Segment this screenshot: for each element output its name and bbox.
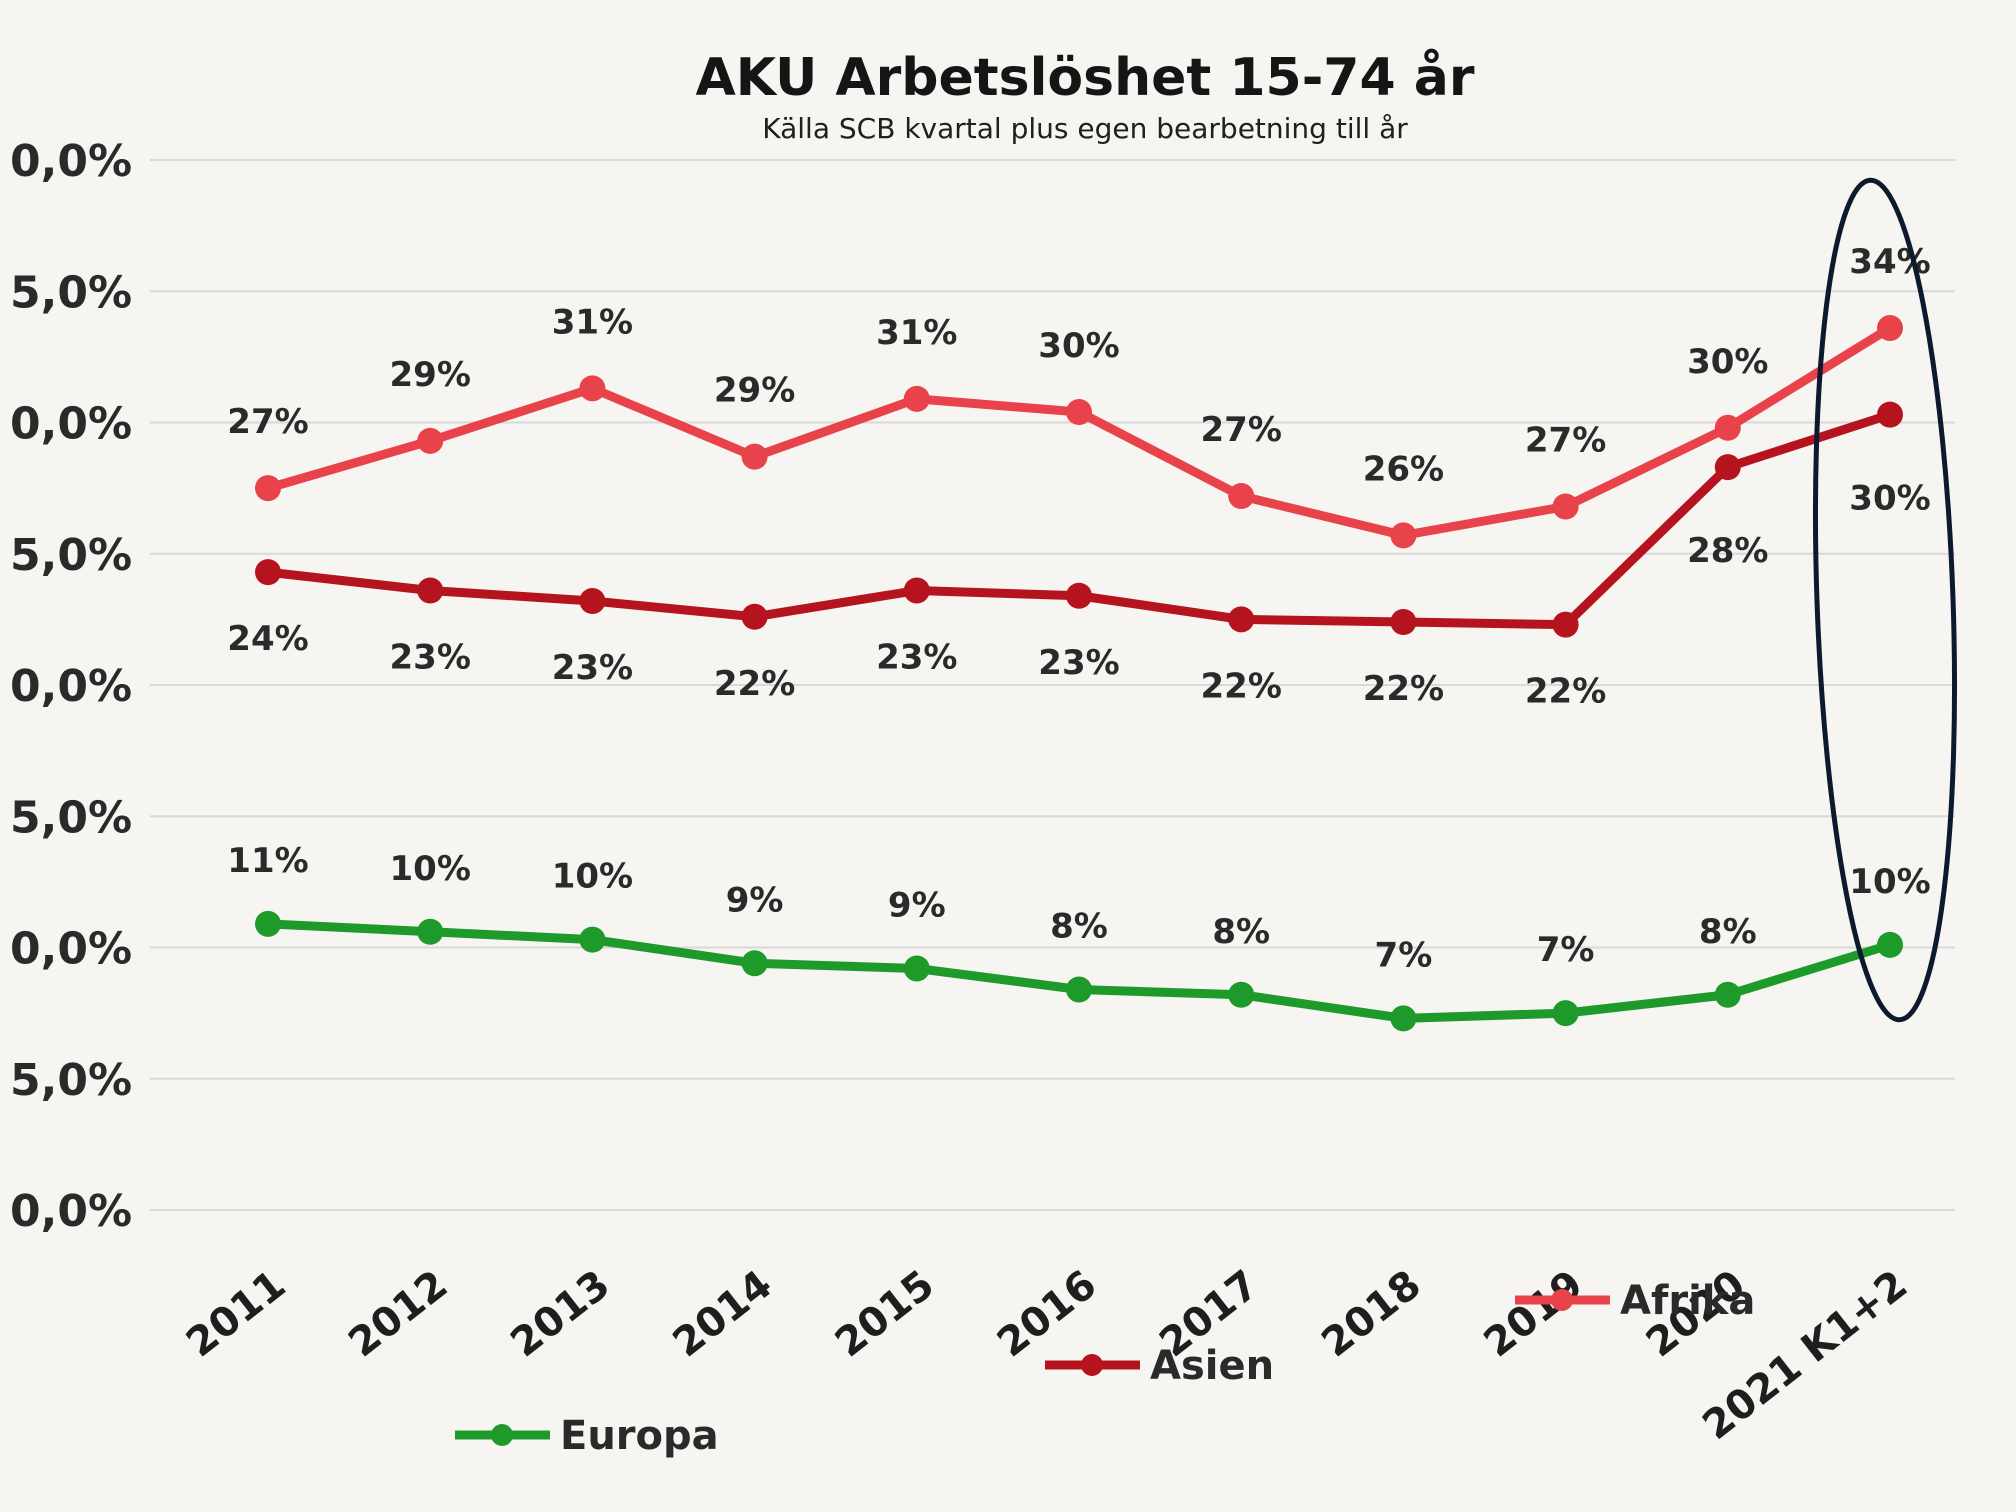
x-tick-label: 2013 <box>503 1262 619 1367</box>
data-point-asien <box>417 577 444 604</box>
legend-item-europa: Europa <box>455 1413 719 1459</box>
data-point-asien <box>1552 611 1579 638</box>
data-point-afrika <box>903 385 930 412</box>
data-point-europa <box>255 910 281 937</box>
data-label-afrika: 27% <box>1525 421 1606 461</box>
x-tick-label: 2014 <box>665 1262 781 1367</box>
data-point-europa <box>741 950 768 977</box>
data-point-europa <box>417 918 444 945</box>
legend-label: Afrika <box>1620 1278 1755 1324</box>
legend-marker <box>491 1424 513 1446</box>
x-tick-label: 2018 <box>1314 1262 1430 1367</box>
data-point-europa <box>1714 981 1741 1008</box>
y-tick-label: 0,0% <box>10 661 132 712</box>
chart-subtitle: Källa SCB kvartal plus egen bearbetning … <box>762 112 1408 145</box>
data-label-asien: 23% <box>876 638 957 678</box>
highlight-ellipse <box>1812 177 1958 1023</box>
data-point-afrika <box>255 475 281 502</box>
data-label-europa: 11% <box>227 841 308 881</box>
y-tick-label: 0,0% <box>10 924 132 975</box>
data-label-asien: 24% <box>227 619 308 659</box>
x-tick-label: 2012 <box>340 1262 456 1367</box>
data-label-afrika: 27% <box>227 402 308 442</box>
data-label-europa: 7% <box>1375 935 1433 975</box>
data-point-asien <box>741 603 768 630</box>
data-label-afrika: 26% <box>1363 449 1444 489</box>
y-tick-label: 0,0% <box>10 1186 132 1237</box>
data-point-europa <box>1552 1000 1579 1027</box>
data-label-asien: 23% <box>552 648 633 688</box>
data-point-afrika <box>1552 493 1579 520</box>
data-point-afrika <box>1714 414 1741 441</box>
data-label-asien: 22% <box>1201 666 1282 706</box>
data-point-asien <box>1714 454 1741 481</box>
legend-marker <box>1551 1289 1573 1311</box>
data-label-afrika: 29% <box>390 355 471 395</box>
data-label-europa: 8% <box>1699 912 1757 952</box>
data-label-afrika: 31% <box>876 313 957 353</box>
data-label-europa: 7% <box>1537 930 1595 970</box>
data-label-afrika: 27% <box>1201 410 1282 450</box>
chart-title: AKU Arbetslöshet 15-74 år <box>695 48 1474 108</box>
data-label-europa: 9% <box>888 886 946 926</box>
data-point-afrika <box>1390 522 1417 549</box>
data-label-europa: 8% <box>1212 912 1270 952</box>
x-tick-label: 2015 <box>827 1262 943 1367</box>
data-point-asien <box>1066 582 1092 609</box>
data-label-asien: 23% <box>390 638 471 678</box>
data-label-asien: 22% <box>1363 669 1444 709</box>
legend-label: Europa <box>560 1413 719 1459</box>
data-point-europa <box>579 926 606 953</box>
y-tick-label: 5,0% <box>10 1055 132 1106</box>
data-point-asien <box>1877 401 1903 428</box>
data-point-afrika <box>1228 483 1255 509</box>
x-tick-label: 2019 <box>1476 1262 1592 1367</box>
x-tick-label: 2016 <box>989 1262 1105 1367</box>
data-point-asien <box>579 588 606 614</box>
data-label-asien: 22% <box>1525 672 1606 712</box>
y-tick-label: 5,0% <box>10 792 132 843</box>
data-point-afrika <box>741 443 768 470</box>
data-point-afrika <box>1877 315 1903 341</box>
data-point-asien <box>1390 609 1417 635</box>
x-tick-label: 2011 <box>178 1262 294 1367</box>
y-tick-label: 0,0% <box>10 136 132 187</box>
y-tick-label: 5,0% <box>10 267 132 318</box>
data-label-europa: 8% <box>1050 907 1108 947</box>
data-label-asien: 23% <box>1038 643 1119 683</box>
data-point-afrika <box>417 427 444 454</box>
legend-marker <box>1081 1354 1103 1376</box>
data-label-afrika: 30% <box>1038 326 1119 366</box>
data-label-europa: 9% <box>726 880 784 920</box>
data-label-afrika: 29% <box>714 371 795 411</box>
data-point-afrika <box>1066 399 1092 425</box>
data-label-afrika: 30% <box>1687 342 1768 382</box>
y-tick-label: 0,0% <box>10 399 132 450</box>
legend-item-asien: Asien <box>1045 1343 1274 1389</box>
data-label-asien: 28% <box>1687 531 1768 571</box>
data-point-asien <box>1228 606 1255 633</box>
data-label-europa: 10% <box>390 849 471 889</box>
data-label-europa: 10% <box>552 857 633 897</box>
data-point-asien <box>903 577 930 604</box>
data-label-asien: 22% <box>714 664 795 704</box>
y-tick-label: 5,0% <box>10 530 132 581</box>
data-label-afrika: 31% <box>552 302 633 342</box>
data-point-europa <box>903 955 930 982</box>
legend-label: Asien <box>1150 1343 1274 1389</box>
data-point-europa <box>1066 976 1092 1003</box>
data-point-europa <box>1228 981 1255 1008</box>
data-point-europa <box>1390 1005 1417 1032</box>
data-point-afrika <box>579 375 606 402</box>
data-point-europa <box>1877 931 1903 958</box>
legend-item-afrika: Afrika <box>1515 1278 1755 1324</box>
data-label-asien: 30% <box>1849 479 1930 519</box>
data-point-asien <box>255 559 281 586</box>
data-label-europa: 10% <box>1849 862 1930 902</box>
